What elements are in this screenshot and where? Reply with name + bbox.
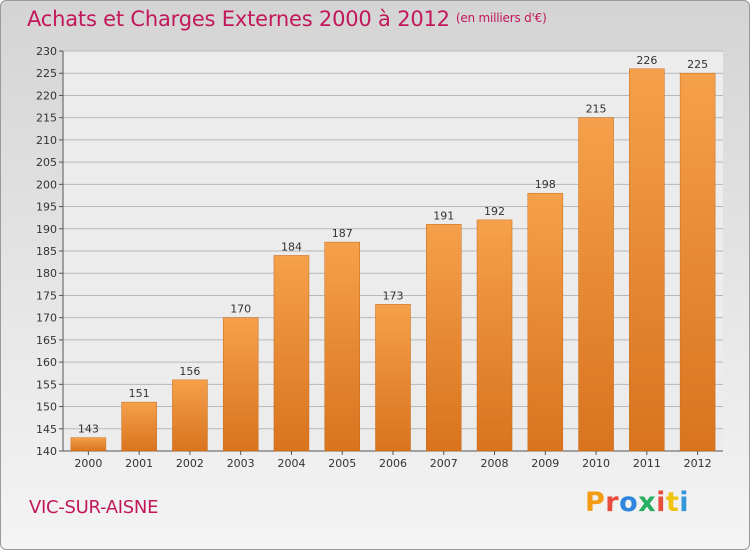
x-tick-label-2008: 2008 <box>481 457 509 470</box>
data-label-2003: 170 <box>230 303 251 316</box>
data-label-2008: 192 <box>484 205 505 218</box>
x-tick-label-2005: 2005 <box>328 457 356 470</box>
bar-2003 <box>222 317 259 452</box>
bar-2010 <box>578 117 614 452</box>
location-label: VIC-SUR-AISNE <box>29 497 159 518</box>
data-label-2000: 143 <box>78 423 99 436</box>
data-label-2009: 198 <box>535 178 556 191</box>
x-tick-label-2011: 2011 <box>633 457 661 470</box>
bar-2011 <box>629 68 665 452</box>
x-tick-label-2012: 2012 <box>684 457 712 470</box>
x-tick-label-2001: 2001 <box>125 457 153 470</box>
data-label-2010: 215 <box>586 103 607 116</box>
chart-subtitle: (en milliers d'€) <box>455 11 547 25</box>
chart-title: Achats et Charges Externes 2000 à 2012 <box>27 7 450 31</box>
x-tick-label-2006: 2006 <box>379 457 407 470</box>
bar-2012 <box>679 72 716 452</box>
y-tick-label: 160 <box>36 356 57 369</box>
data-label-2007: 191 <box>433 209 454 222</box>
bar-2008 <box>476 219 513 452</box>
bar-2006 <box>375 304 411 452</box>
x-tick-label-2000: 2000 <box>74 457 102 470</box>
y-tick-label: 175 <box>36 289 57 302</box>
data-label-2004: 184 <box>281 240 302 253</box>
y-tick-label: 145 <box>36 423 57 436</box>
y-tick-label: 220 <box>36 89 57 102</box>
y-tick-label: 230 <box>36 45 57 58</box>
x-tick-label-2007: 2007 <box>430 457 458 470</box>
x-tick-label-2004: 2004 <box>277 457 305 470</box>
bar-2005 <box>324 241 360 452</box>
y-tick-label: 185 <box>36 245 57 258</box>
y-tick-label: 140 <box>36 445 57 458</box>
y-tick-label: 210 <box>36 134 57 147</box>
data-label-2005: 187 <box>332 227 353 240</box>
y-tick-label: 195 <box>36 201 57 214</box>
bar-2002 <box>172 379 208 452</box>
brand-logo: Proxiti <box>585 487 690 518</box>
data-label-2006: 173 <box>383 289 404 302</box>
y-tick-label: 190 <box>36 223 57 236</box>
chart-title-block: Achats et Charges Externes 2000 à 2012 (e… <box>27 7 547 31</box>
y-tick-label: 150 <box>36 401 57 414</box>
data-label-2002: 156 <box>179 365 200 378</box>
data-label-2001: 151 <box>129 387 150 400</box>
x-tick-label-2009: 2009 <box>531 457 559 470</box>
y-tick-label: 205 <box>36 156 57 169</box>
y-tick-label: 170 <box>36 312 57 325</box>
x-tick-label-2003: 2003 <box>227 457 255 470</box>
y-tick-label: 180 <box>36 267 57 280</box>
y-tick-label: 215 <box>36 112 57 125</box>
bar-2001 <box>121 401 157 452</box>
bar-2000 <box>70 437 107 452</box>
y-tick-label: 155 <box>36 378 57 391</box>
x-tick-label-2002: 2002 <box>176 457 204 470</box>
y-tick-label: 225 <box>36 67 57 80</box>
y-tick-label: 200 <box>36 178 57 191</box>
bar-2007 <box>426 224 462 452</box>
data-label-2011: 226 <box>636 54 657 67</box>
data-label-2012: 225 <box>687 58 708 71</box>
bar-2004 <box>273 255 310 452</box>
bar-2009 <box>527 192 564 452</box>
y-tick-label: 165 <box>36 334 57 347</box>
x-tick-label-2010: 2010 <box>582 457 610 470</box>
